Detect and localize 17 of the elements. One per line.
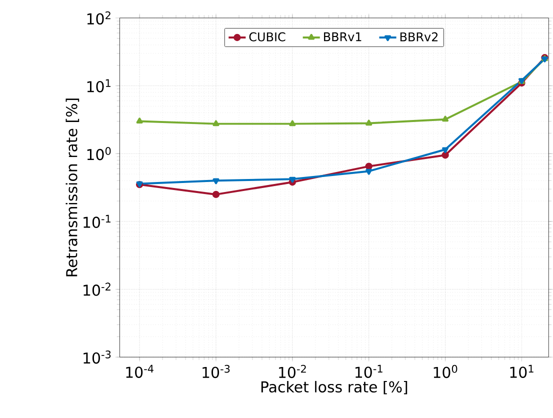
x-tick-label: 10$^{-2}$ bbox=[279, 364, 306, 378]
x-tick-label: 10$^{-1}$ bbox=[356, 364, 382, 378]
y-tick-label: 10$^{1}$ bbox=[87, 79, 110, 92]
legend-label: BBRv1 bbox=[324, 32, 362, 42]
y-tick-label: 10$^{-3}$ bbox=[84, 350, 111, 364]
y-tick-label: 10$^{-2}$ bbox=[84, 282, 110, 296]
x-tick-label: 10$^{0}$ bbox=[434, 364, 458, 378]
legend-label: CUBIC bbox=[249, 32, 286, 42]
y-tick-label: 10$^{2}$ bbox=[87, 11, 110, 25]
y-axis-title: Retransmission rate [%] bbox=[66, 98, 80, 276]
y-tick-label: 10$^{-1}$ bbox=[84, 214, 110, 228]
x-tick-label: 10$^{-4}$ bbox=[126, 364, 154, 378]
x-tick-label: 10$^{-3}$ bbox=[202, 364, 230, 378]
x-axis-title: Packet loss rate [%] bbox=[261, 380, 408, 394]
legend-label: BBRv2 bbox=[400, 32, 438, 42]
x-tick-label: 10$^{1}$ bbox=[510, 364, 534, 378]
y-tick-label: 10$^{0}$ bbox=[87, 147, 111, 160]
